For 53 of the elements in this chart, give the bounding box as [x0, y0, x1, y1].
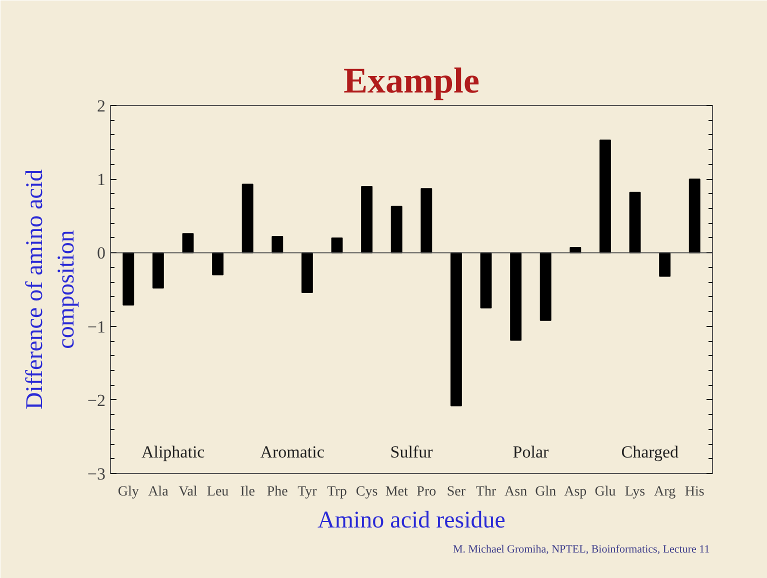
x-tick-label: Met	[385, 484, 408, 500]
bar	[301, 252, 313, 293]
x-tick-label: Val	[178, 484, 198, 500]
y-tick-label: 1	[97, 170, 106, 190]
bar	[152, 252, 164, 289]
bar	[450, 252, 462, 406]
x-tick-label: Trp	[327, 484, 347, 500]
bar	[242, 184, 254, 254]
x-tick-label: Asp	[564, 484, 587, 500]
x-tick-label: Ala	[148, 484, 170, 500]
bar	[540, 252, 552, 321]
bar	[480, 252, 492, 308]
y-tick-label: −2	[87, 390, 106, 410]
x-tick-label: Leu	[206, 484, 229, 500]
x-tick-label: Arg	[654, 484, 676, 500]
bar	[420, 188, 432, 254]
y-axis-title: Difference of amino acid composition	[22, 169, 80, 410]
y-tick-label: −1	[87, 317, 106, 336]
x-axis-title: Amino acid residue	[318, 508, 506, 534]
x-tick-label: Tyr	[298, 484, 318, 500]
x-tick-label: Asn	[504, 484, 528, 500]
y-tick-label: 0	[97, 244, 106, 263]
bar	[122, 252, 134, 306]
bar	[688, 178, 700, 254]
bar	[510, 252, 522, 341]
text: M. Michael Gromiha, NPTEL, Bioinformatics, Lecture 11	[452, 544, 710, 556]
x-tick-label: Glu	[594, 484, 616, 500]
x-tick-label: Cys	[356, 484, 378, 500]
x-tick-label: Gly	[118, 484, 139, 500]
y-tick-label: −3	[87, 464, 106, 484]
x-tick-label: Thr	[476, 484, 496, 500]
x-tick-label: His	[684, 484, 704, 500]
annotation: Charged	[621, 442, 680, 462]
bar	[600, 140, 611, 254]
x-tick-label: Pro	[416, 484, 436, 500]
annotation: Aromatic	[260, 442, 325, 462]
x-tick-label: Phe	[266, 484, 288, 500]
x-tick-label: Lys	[624, 484, 646, 500]
bar	[659, 252, 671, 277]
bar	[182, 233, 194, 254]
x-tick-label: Ser	[446, 484, 466, 500]
x-tick-label: Gln	[535, 484, 556, 500]
bar	[272, 236, 284, 254]
bar	[629, 192, 641, 254]
bar	[361, 186, 373, 254]
annotation: Sulfur	[390, 442, 434, 462]
annotation: Aliphatic	[141, 442, 206, 462]
bar	[390, 206, 402, 254]
annotation: Polar	[512, 442, 549, 462]
x-tick-label: Ile	[240, 484, 255, 500]
chart-title: Example	[344, 60, 480, 100]
bar	[212, 252, 224, 276]
y-tick-label: 2	[97, 96, 106, 116]
